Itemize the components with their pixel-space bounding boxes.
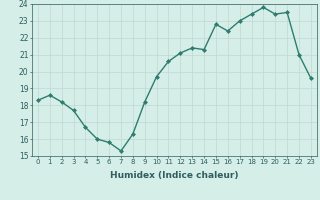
X-axis label: Humidex (Indice chaleur): Humidex (Indice chaleur): [110, 171, 239, 180]
